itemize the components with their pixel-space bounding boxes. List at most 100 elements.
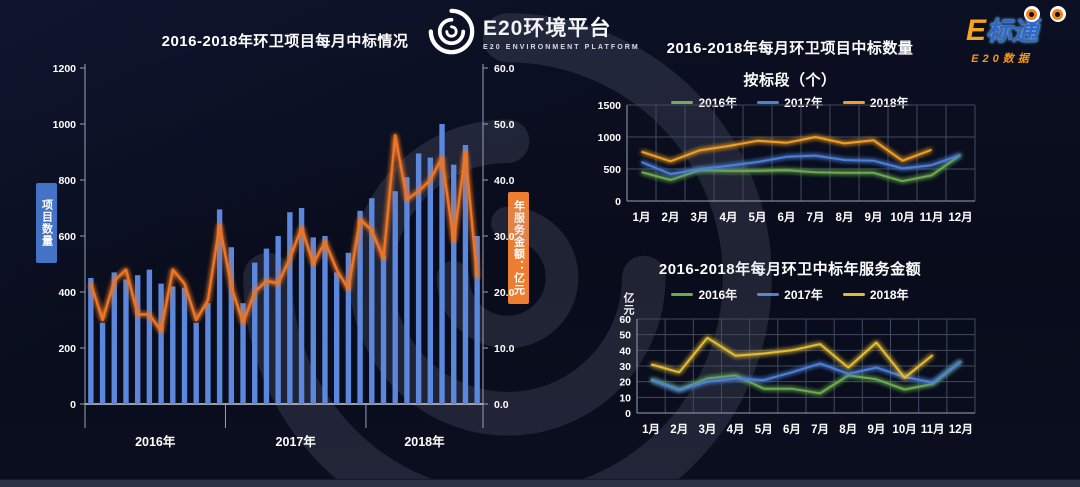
bar [205,303,211,404]
x-axis-label: 7月 [811,423,829,436]
x-axis-label: 9月 [867,423,885,436]
bar [392,191,398,404]
x-axis-label: 1月 [633,211,651,224]
axis-tick-label: 500 [603,164,621,176]
axis-tick-label: 200 [58,343,76,355]
legend-swatch [671,293,694,296]
bar [333,272,340,404]
series-line-2018年 [641,136,932,163]
legend-swatch [757,101,780,104]
bar [310,237,316,404]
bottom-edge-strip [0,479,1080,487]
bar [369,198,375,404]
x-axis-label: 6月 [783,423,801,436]
series-line-2016年 [650,360,962,395]
legend-label: 2017年 [784,288,823,302]
legend-swatch [842,293,865,296]
x-axis-label: 10月 [890,211,914,224]
badge-letter-e: E [965,14,986,47]
axis-tick-label: 30 [619,361,631,373]
x-axis-label: 6月 [778,211,796,224]
bar [240,303,246,404]
bar [451,164,457,404]
x-axis-label: 4月 [720,211,738,224]
series-line-2018年 [650,336,934,379]
ebiaotong-badge: E标通 E20数据 [928,6,1076,66]
legend-item-2018年: 2018年 [842,94,909,111]
x-axis-label: 1月 [642,423,660,436]
bar [275,236,281,404]
axis-tick-label: 40 [619,345,631,357]
bar [146,269,153,404]
axis-tick-label: 400 [58,287,76,299]
bar [99,322,106,404]
axis-tick-label: 20 [619,377,631,389]
bar [88,278,94,404]
axis-tick-label: 60.0 [494,63,515,75]
axis-tick-label: 0 [70,399,76,411]
series-line-2017年 [650,360,962,392]
axis-tick-label: 1500 [598,100,622,112]
x-axis-label: 10月 [892,423,916,436]
bar [439,124,445,404]
series-line-2017年 [641,153,961,176]
bar [462,145,469,404]
bar [415,153,422,404]
owl-eye-icon [1049,6,1066,22]
bar [134,275,141,404]
bar [404,177,410,404]
axis-tick-label: 800 [58,175,76,187]
bar [322,236,328,404]
x-axis-label: 3月 [691,211,709,224]
x-axis-label: 3月 [698,423,716,436]
bar [193,322,199,404]
bar [345,252,352,404]
bar [123,279,129,404]
combo-chart-title: 2016-2018年环卫项目每月中标情况 [161,33,409,50]
bar [252,262,258,404]
x-group-label: 2017年 [276,434,317,449]
count-chart-title: 2016-2018年每月环卫项目中标数量 [666,40,914,57]
bar [216,209,223,404]
bar [298,208,305,404]
ebiaotong-logo: E标通 [965,6,1066,47]
bar [263,248,270,404]
axis-tick-label: 10.0 [494,343,515,355]
x-axis-label: 8月 [839,423,857,436]
count-chart-svg: 0 500 1000 1500 1月 2月 3月 4月 5月 6月 7月 8月 9月 10月 11月 12月 [598,100,976,224]
axis-tick-label: 0.0 [494,399,509,411]
axis-tick-label: 40.0 [494,175,515,187]
bar [228,247,235,404]
combo-chart-svg: 1200 1000 800 600 400 200 0 60.0 50.0 40.0 30.0 20.… [53,63,515,449]
axis-tick-label: 30.0 [494,231,515,243]
left-axis-unit-box: 项目数量 [36,183,57,263]
x-axis-label: 12月 [948,211,972,224]
series-line-2016年 [641,154,962,183]
badge-text: 标通 [986,16,1039,46]
axis-tick-label: 20.0 [494,287,515,299]
x-axis-label: 11月 [920,211,944,224]
x-axis-label: 2月 [670,423,688,436]
x-axis-label: 12月 [949,423,973,436]
amount-chart-svg: 0 10 20 30 40 50 60 1月 2月 3月 4月 5月 6月 7月 8月 9月 10月 11月 12月 [619,314,976,436]
count-chart-subtitle: 按标段（个） [743,72,837,89]
bar [170,286,176,404]
bar [380,255,387,404]
bar [287,212,293,404]
x-group-label: 2016年 [135,434,176,449]
x-axis-label: 9月 [865,211,883,224]
x-axis-label: 2月 [662,211,680,224]
bar [474,236,480,404]
axis-tick-label: 0 [615,196,621,208]
axis-tick-label: 60 [619,314,631,326]
bar [111,272,117,404]
legend-label: 2017年 [784,96,823,110]
bar [427,157,434,404]
legend-item-2018年: 2018年 [842,286,909,303]
x-axis-label: 5月 [755,423,773,436]
axis-tick-label: 50.0 [494,119,515,131]
axis-tick-label: 10 [619,392,631,404]
axis-tick-label: 1200 [53,63,77,75]
x-axis-label: 11月 [921,423,945,436]
axis-tick-label: 1000 [598,132,622,144]
